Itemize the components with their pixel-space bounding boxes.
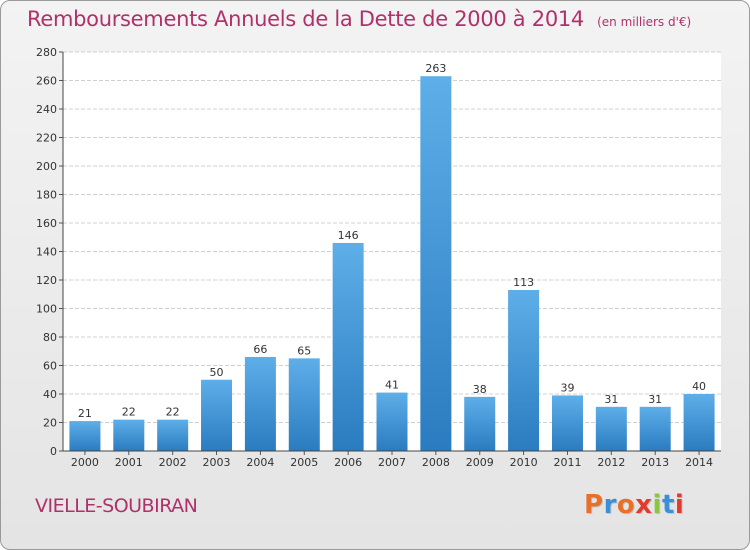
data-label: 40 bbox=[692, 380, 706, 393]
y-tick-label: 200 bbox=[36, 160, 57, 173]
data-label: 146 bbox=[338, 229, 359, 242]
logo-letter: t bbox=[661, 490, 675, 520]
data-label: 38 bbox=[473, 383, 487, 396]
x-tick-label: 2006 bbox=[334, 456, 362, 469]
y-tick-label: 160 bbox=[36, 217, 57, 230]
y-tick-label: 40 bbox=[43, 388, 57, 401]
data-label: 31 bbox=[604, 393, 618, 406]
logo-letter: x bbox=[635, 490, 653, 520]
bar-2007 bbox=[376, 392, 408, 451]
logo-letter: o bbox=[616, 490, 636, 520]
data-label: 39 bbox=[560, 381, 574, 394]
bar-2000 bbox=[69, 421, 101, 451]
x-tick-label: 2005 bbox=[290, 456, 318, 469]
y-tick-label: 240 bbox=[36, 103, 57, 116]
data-label: 263 bbox=[425, 62, 446, 75]
bar-2002 bbox=[157, 419, 189, 451]
y-tick-label: 220 bbox=[36, 132, 57, 145]
y-tick-label: 80 bbox=[43, 331, 57, 344]
y-tick-label: 0 bbox=[50, 445, 57, 458]
data-label: 22 bbox=[122, 406, 136, 419]
bar-2009 bbox=[464, 396, 496, 451]
bar-2005 bbox=[288, 358, 320, 451]
bar-2006 bbox=[332, 242, 364, 451]
y-tick-label: 280 bbox=[36, 46, 57, 59]
x-tick-label: 2002 bbox=[159, 456, 187, 469]
data-label: 21 bbox=[78, 407, 92, 420]
x-tick-label: 2001 bbox=[115, 456, 143, 469]
data-label: 31 bbox=[648, 393, 662, 406]
y-tick-label: 20 bbox=[43, 417, 57, 430]
logo-letter: i bbox=[652, 490, 662, 520]
x-tick-label: 2008 bbox=[422, 456, 450, 469]
data-label: 41 bbox=[385, 379, 399, 392]
x-tick-label: 2014 bbox=[685, 456, 713, 469]
y-tick-label: 180 bbox=[36, 189, 57, 202]
x-tick-label: 2009 bbox=[466, 456, 494, 469]
bar-2004 bbox=[244, 356, 276, 451]
bar-2003 bbox=[201, 379, 233, 451]
proxiti-logo: Proxiti bbox=[584, 490, 684, 520]
data-label: 65 bbox=[297, 344, 311, 357]
x-tick-label: 2011 bbox=[553, 456, 581, 469]
data-label: 66 bbox=[253, 343, 267, 356]
x-tick-label: 2004 bbox=[246, 456, 274, 469]
x-tick-label: 2003 bbox=[203, 456, 231, 469]
data-label: 50 bbox=[210, 366, 224, 379]
logo-letter: r bbox=[603, 490, 617, 520]
x-tick-label: 2000 bbox=[71, 456, 99, 469]
y-tick-label: 120 bbox=[36, 274, 57, 287]
x-tick-label: 2012 bbox=[597, 456, 625, 469]
logo-letter: i bbox=[674, 490, 685, 520]
bar-2008 bbox=[420, 76, 452, 451]
x-tick-label: 2010 bbox=[510, 456, 538, 469]
x-tick-label: 2013 bbox=[641, 456, 669, 469]
bar-2010 bbox=[508, 289, 540, 451]
bar-2013 bbox=[639, 406, 671, 451]
chart-subtitle: (en milliers d'€) bbox=[597, 15, 692, 29]
data-label: 113 bbox=[513, 276, 534, 289]
chart-title: Remboursements Annuels de la Dette de 20… bbox=[27, 7, 584, 31]
place-name: VIELLE-SOUBIRAN bbox=[35, 495, 198, 517]
bar-2011 bbox=[551, 395, 583, 451]
bar-2014 bbox=[683, 394, 715, 451]
y-tick-label: 140 bbox=[36, 246, 57, 259]
y-tick-label: 60 bbox=[43, 360, 57, 373]
bar-2001 bbox=[113, 419, 145, 451]
y-tick-label: 100 bbox=[36, 303, 57, 316]
y-tick-label: 260 bbox=[36, 75, 57, 88]
title-row: Remboursements Annuels de la Dette de 20… bbox=[27, 7, 691, 31]
bar-2012 bbox=[595, 406, 627, 451]
x-tick-label: 2007 bbox=[378, 456, 406, 469]
logo-letter: P bbox=[584, 490, 604, 520]
data-label: 22 bbox=[166, 406, 180, 419]
